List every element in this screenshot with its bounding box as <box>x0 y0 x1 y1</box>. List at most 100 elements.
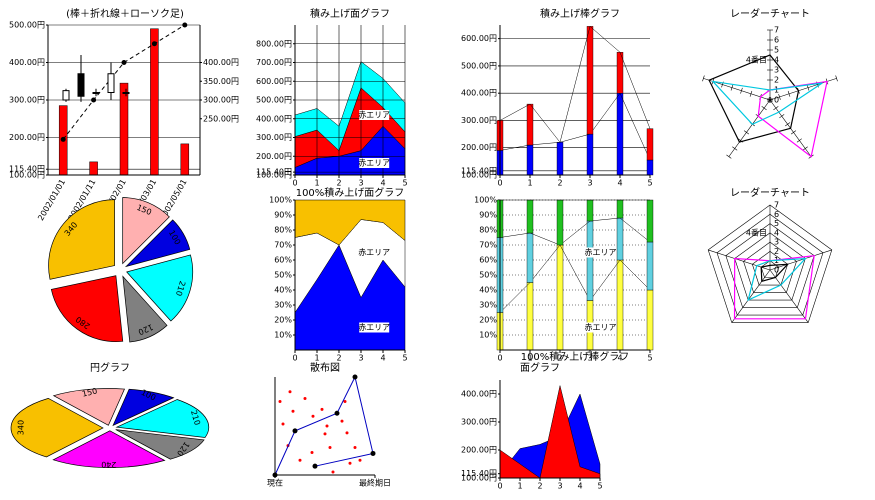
web-ring <box>725 223 815 308</box>
chart-title: 100%積み上げ面グラフ <box>296 186 405 199</box>
x-tick-label: 4 <box>577 482 582 491</box>
axis <box>274 377 375 476</box>
y-tick-label: 500.00円 <box>256 96 292 105</box>
r-tick <box>761 106 767 111</box>
bar-segment <box>586 133 594 176</box>
point <box>281 422 285 426</box>
r-tick <box>702 75 705 82</box>
r-tick <box>790 130 797 135</box>
spoke <box>708 249 771 271</box>
bar-segment <box>526 232 534 283</box>
chart-title: 円グラフ <box>90 361 130 374</box>
line-point <box>60 136 66 142</box>
r-tick <box>768 97 772 103</box>
point <box>328 446 332 450</box>
y-tick-label: 200.00円 <box>461 446 497 455</box>
spoke <box>769 269 809 323</box>
bar-segment <box>646 241 654 291</box>
y-tick-label: 115.40円 <box>9 165 45 174</box>
y-tick-label: 400.00円 <box>9 58 45 67</box>
x-tick-label: 0 <box>292 354 297 363</box>
annotation: 赤エリア <box>358 159 390 168</box>
slice-label: 210 <box>189 409 202 426</box>
r-tick <box>749 90 753 97</box>
axis <box>294 200 405 351</box>
bar-segment <box>586 220 594 301</box>
r-tick-label: 6 <box>774 210 779 219</box>
y-tick-label: 100.00円 <box>461 474 497 483</box>
bar-segment <box>646 159 654 176</box>
x-tick-label: 3 <box>358 179 363 188</box>
radar-series <box>760 263 790 283</box>
bar <box>89 161 98 176</box>
r-tick <box>802 146 808 151</box>
r-tick-label: 7 <box>774 201 779 210</box>
y-tick-label: 400.00円 <box>256 114 292 123</box>
line-point <box>182 22 188 28</box>
point <box>298 458 302 462</box>
spoke <box>731 269 771 323</box>
r-tick-label: 4 <box>774 56 779 65</box>
chart-title: 面グラフ <box>520 361 560 374</box>
annotation-bg <box>585 322 616 333</box>
r-tick <box>740 87 743 94</box>
annotation: 赤エリア <box>358 323 390 332</box>
x-tick-label: 3 <box>358 354 363 363</box>
point <box>343 400 347 403</box>
bar-segment <box>616 259 624 351</box>
y-tick-label: 100% <box>269 196 292 205</box>
y-tick-label: 350.00円 <box>203 77 239 86</box>
x-tick-label: 4 <box>380 354 385 363</box>
axis <box>47 25 200 176</box>
x-tick-label: 4 <box>380 179 385 188</box>
x-tick-label: 1 <box>527 354 532 363</box>
candle-body <box>122 92 130 94</box>
x-tick-label: 5 <box>647 354 652 363</box>
line-point <box>121 60 127 65</box>
radar-series <box>711 80 823 125</box>
y-tick-label: 115.40円 <box>461 469 497 478</box>
y-tick-label: 100.00円 <box>9 171 45 180</box>
x-tick-label: 0 <box>292 179 297 188</box>
slice-label: 340 <box>16 420 25 435</box>
y-tick-label: 80% <box>274 226 292 235</box>
connector-line <box>499 217 651 246</box>
connector-line <box>499 244 651 313</box>
r-tick <box>779 114 785 119</box>
r-tick <box>796 138 802 143</box>
slice-label: 240 <box>101 460 116 469</box>
web-ring <box>734 232 806 301</box>
point <box>320 407 324 411</box>
y-tick-label: 800.00円 <box>256 39 292 48</box>
y-tick-label: 30% <box>274 301 292 310</box>
chart-title: (棒＋折れ線＋ローソク足) <box>66 7 184 20</box>
line-point <box>91 97 97 103</box>
y-tick-label: 100.00円 <box>461 171 497 180</box>
x-tick-label: 3 <box>557 482 562 491</box>
r-tick <box>773 106 779 111</box>
chart-title: 散布図 <box>310 361 340 374</box>
y-tick-label: 10% <box>274 331 292 340</box>
y-tick-label: 300.00円 <box>203 96 239 105</box>
annotation-bg <box>585 247 616 258</box>
x-tick-label: 2 <box>336 354 341 363</box>
chart-title: 100%積み上げ棒グラフ <box>521 350 630 363</box>
point <box>325 424 329 428</box>
connector-line <box>499 92 651 161</box>
candle-body <box>92 92 100 94</box>
r-tick-label: 4 <box>774 228 779 237</box>
pie-slice <box>50 275 124 343</box>
r-tick <box>787 90 791 97</box>
y-tick-label: 115.40円 <box>256 168 292 177</box>
y-tick-label: 500.00円 <box>9 21 45 30</box>
annotation: 赤エリア <box>358 111 390 120</box>
web-ring <box>716 213 824 316</box>
annotation: 赤エリア <box>585 248 617 257</box>
point <box>352 374 358 380</box>
radar-series <box>733 254 815 320</box>
r-tick <box>726 154 732 159</box>
point <box>288 390 292 394</box>
r-tick <box>743 130 750 135</box>
x-tick-label: 1 <box>517 482 522 491</box>
